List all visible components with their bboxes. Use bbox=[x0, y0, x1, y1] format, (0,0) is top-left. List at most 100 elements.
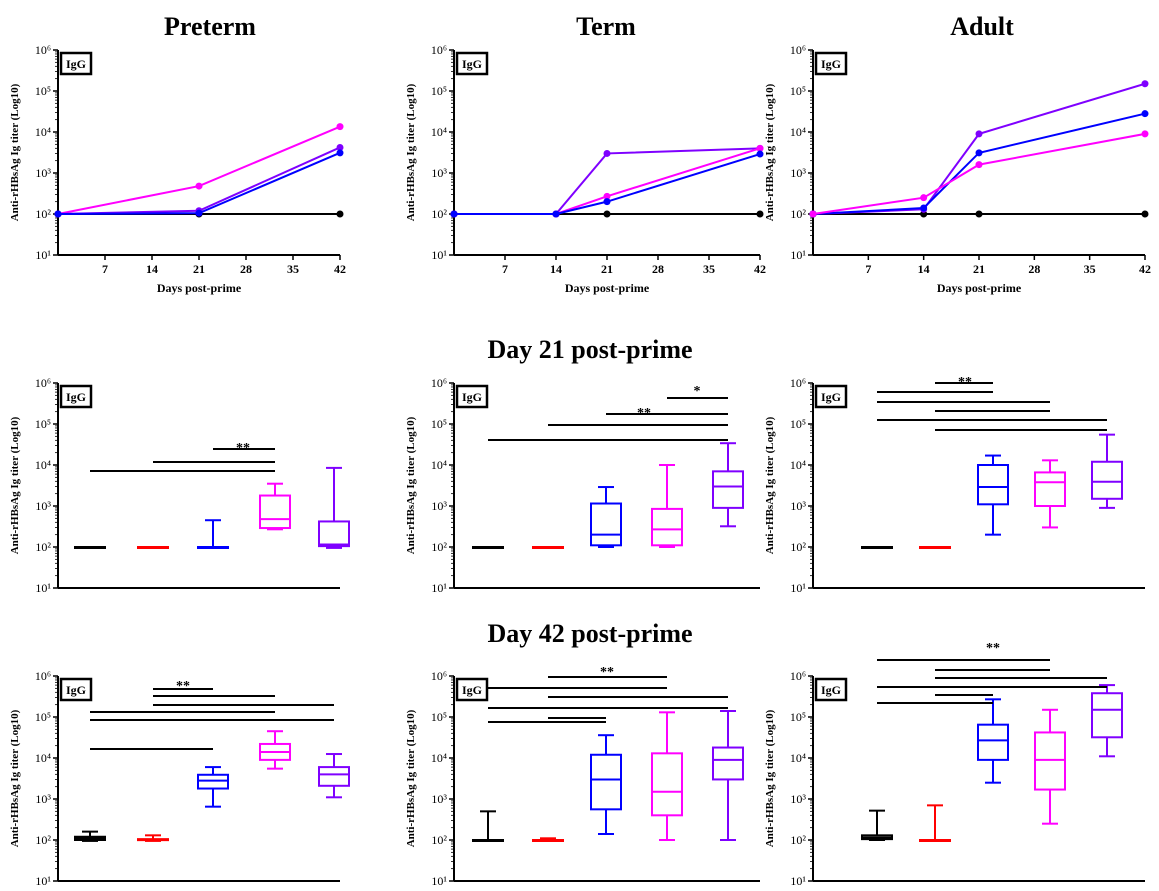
y-tick-label: 10⁶ bbox=[431, 669, 447, 683]
y-axis-label: Anti-rHBsAg Ig titer (Log10) bbox=[9, 709, 21, 847]
y-tick-label: 10⁶ bbox=[790, 376, 806, 390]
series-point-4 bbox=[195, 209, 203, 217]
series-line-4 bbox=[454, 153, 761, 215]
series-point-2 bbox=[603, 149, 611, 157]
box-iqr bbox=[259, 494, 291, 530]
column-title-term: Term bbox=[576, 12, 636, 41]
y-axis-label: Anti-rHBsAg Ig titer (Log10) bbox=[764, 709, 776, 847]
y-tick-label: 10¹ bbox=[35, 581, 51, 595]
y-tick-label: 10³ bbox=[790, 499, 806, 513]
y-axis-label: Anti-rHBsAg Ig titer (Log10) bbox=[405, 416, 417, 554]
x-tick-label: 21 bbox=[601, 262, 613, 276]
y-tick-label: 10³ bbox=[790, 166, 806, 180]
box-iqr bbox=[977, 464, 1009, 506]
significance-label: ** bbox=[236, 441, 250, 456]
x-tick-label: 42 bbox=[334, 262, 346, 276]
igg-badge-label: IgG bbox=[821, 57, 841, 71]
y-tick-label: 10¹ bbox=[790, 874, 806, 888]
box-group-2 bbox=[137, 834, 169, 842]
box-group-3 bbox=[977, 698, 1009, 784]
series-line-4 bbox=[812, 132, 1146, 215]
y-tick-label: 10⁴ bbox=[790, 458, 806, 472]
y-tick-label: 10⁵ bbox=[790, 710, 806, 724]
x-tick-label: 35 bbox=[1084, 262, 1096, 276]
y-tick-label: 10¹ bbox=[431, 874, 447, 888]
x-tick-label: 28 bbox=[652, 262, 664, 276]
box-group-3 bbox=[977, 454, 1009, 536]
series-point-1 bbox=[756, 210, 764, 218]
box-group-5 bbox=[712, 710, 744, 841]
series-point-1 bbox=[1141, 210, 1149, 218]
series-point-2 bbox=[1141, 80, 1149, 88]
x-tick-label: 35 bbox=[703, 262, 715, 276]
y-tick-label: 10⁴ bbox=[431, 751, 447, 765]
igg-badge-box bbox=[59, 677, 93, 702]
chart-panel-5: 10¹ 10² 10³ 10⁴ 10⁵ 10⁶ Anti-rHBsAg Ig titer (… bbox=[405, 376, 760, 595]
x-axis-label: Days post-prime bbox=[937, 281, 1022, 295]
box-iqr bbox=[651, 507, 683, 547]
y-tick-label: 10³ bbox=[35, 499, 51, 513]
y-tick-label: 10³ bbox=[35, 166, 51, 180]
box-iqr bbox=[318, 520, 350, 548]
y-tick-label: 10³ bbox=[790, 792, 806, 806]
y-tick-label: 10⁵ bbox=[431, 417, 447, 431]
series-point-3 bbox=[756, 144, 764, 152]
box-group-1 bbox=[74, 830, 106, 842]
igg-badge-label: IgG bbox=[462, 390, 482, 404]
y-tick-label: 10⁶ bbox=[431, 43, 447, 57]
y-tick-label: 10³ bbox=[431, 792, 447, 806]
box-group-3 bbox=[590, 486, 622, 548]
chart-panel-4: 10¹ 10² 10³ 10⁴ 10⁵ 10⁶ Anti-rHBsAg Ig titer (… bbox=[9, 376, 350, 595]
y-tick-label: 10¹ bbox=[431, 248, 447, 262]
x-tick-label: 14 bbox=[146, 262, 158, 276]
series-point-4 bbox=[1141, 130, 1149, 138]
box-group-5 bbox=[318, 753, 350, 799]
box-group-2 bbox=[532, 837, 564, 842]
x-tick-label: 7 bbox=[502, 262, 508, 276]
significance-label: ** bbox=[176, 679, 190, 694]
series-point-3 bbox=[336, 143, 344, 151]
igg-badge-box bbox=[59, 384, 93, 409]
y-tick-label: 10¹ bbox=[35, 248, 51, 262]
series-point-4 bbox=[450, 210, 458, 218]
box-group-1 bbox=[472, 810, 504, 842]
x-tick-label: 28 bbox=[1028, 262, 1040, 276]
figure-titles: Preterm Term Adult Day 21 post-prime Day… bbox=[164, 12, 1014, 648]
igg-badge-box bbox=[814, 384, 848, 409]
box-group-2 bbox=[137, 546, 169, 549]
y-tick-label: 10³ bbox=[431, 499, 447, 513]
chart-panel-6: 10¹ 10² 10³ 10⁴ 10⁵ 10⁶ Anti-rHBsAg Ig titer (… bbox=[764, 375, 1145, 595]
row-title-day42: Day 42 post-prime bbox=[487, 619, 692, 648]
box-iqr bbox=[651, 752, 683, 817]
y-tick-label: 10⁴ bbox=[790, 751, 806, 765]
box-group-4 bbox=[1034, 459, 1066, 529]
series-point-1 bbox=[975, 210, 983, 218]
box-group-2 bbox=[532, 546, 564, 549]
series-point-3 bbox=[603, 192, 611, 200]
x-tick-label: 28 bbox=[240, 262, 252, 276]
igg-badge-box bbox=[814, 677, 848, 702]
y-tick-label: 10⁶ bbox=[790, 669, 806, 683]
column-title-preterm: Preterm bbox=[164, 12, 256, 41]
y-tick-label: 10⁵ bbox=[35, 710, 51, 724]
y-tick-label: 10⁴ bbox=[35, 458, 51, 472]
y-tick-label: 10² bbox=[431, 833, 447, 847]
box-group-3 bbox=[197, 519, 229, 549]
box-group-1 bbox=[74, 546, 106, 549]
box-iqr bbox=[712, 746, 744, 781]
y-tick-label: 10⁵ bbox=[790, 84, 806, 98]
igg-badge-box bbox=[455, 384, 489, 409]
series-point-4 bbox=[975, 161, 983, 169]
box-iqr bbox=[590, 753, 622, 811]
significance-label: ** bbox=[600, 665, 614, 680]
igg-badge-label: IgG bbox=[462, 57, 482, 71]
y-axis-label: Anti-rHBsAg Ig titer (Log10) bbox=[764, 83, 776, 221]
y-tick-label: 10² bbox=[790, 833, 806, 847]
y-tick-label: 10¹ bbox=[790, 248, 806, 262]
significance-label: ** bbox=[958, 375, 972, 390]
row-title-day21: Day 21 post-prime bbox=[487, 335, 692, 364]
igg-badge-box bbox=[455, 677, 489, 702]
y-tick-label: 10² bbox=[790, 540, 806, 554]
box-group-2 bbox=[919, 546, 951, 549]
